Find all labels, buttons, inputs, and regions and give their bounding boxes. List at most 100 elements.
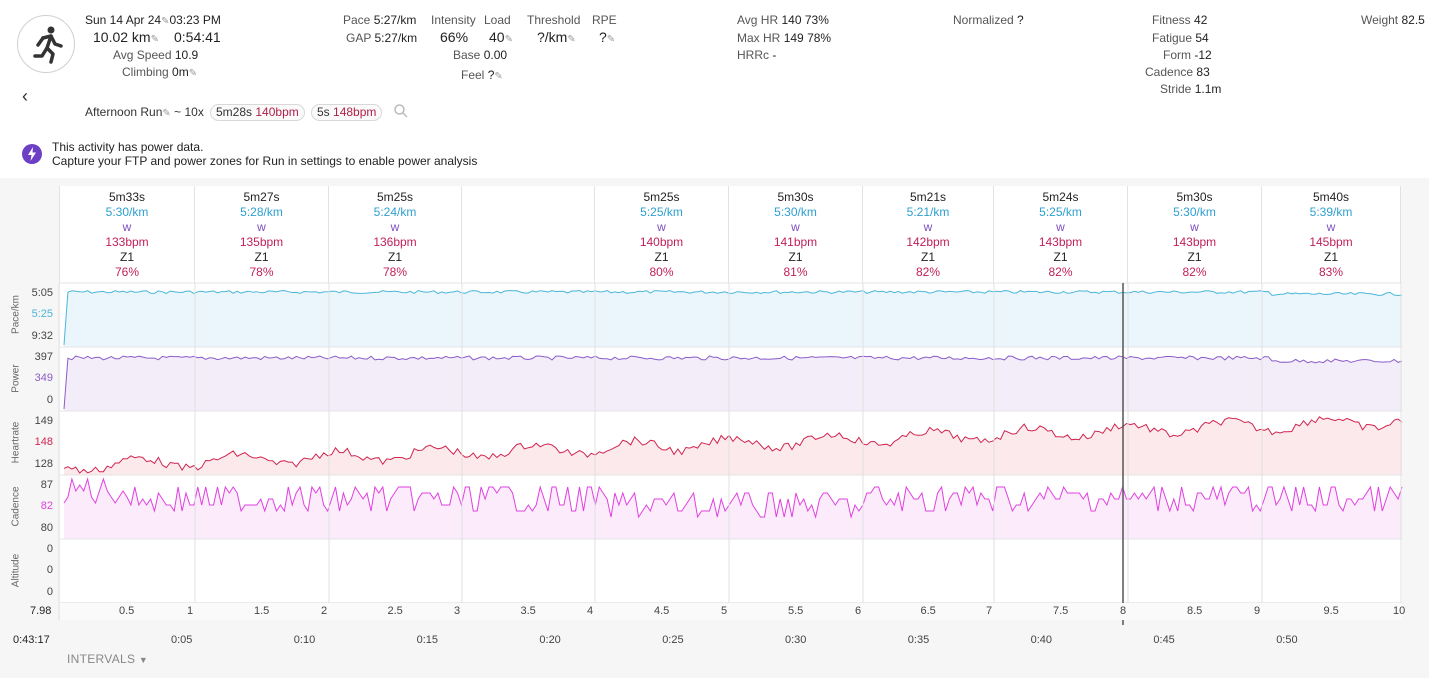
cadence-axis-title: Cadence: [10, 486, 22, 527]
interval-column[interactable]: 5m25s 5:24/km w 136bpm Z1 78%: [329, 186, 462, 283]
interval-column[interactable]: 5m24s 5:25/km w 143bpm Z1 82%: [994, 186, 1128, 283]
distance-tick: 5: [721, 605, 728, 617]
interval-column[interactable]: 5m30s 5:30/km w 141bpm Z1 81%: [729, 186, 863, 283]
feel-value[interactable]: ?: [487, 68, 495, 82]
power-axis-title: Power: [10, 364, 22, 393]
weight-value: 82.5: [1401, 13, 1425, 27]
interval-column[interactable]: 5m21s 5:21/km w 142bpm Z1 82%: [863, 186, 994, 283]
interval-power: w: [791, 220, 800, 234]
heartrate-line: [63, 416, 1403, 474]
distance-tick: 4: [587, 605, 594, 617]
edit-pencil-icon[interactable]: ✎: [494, 71, 503, 82]
tag-time: 5m28s: [216, 105, 253, 119]
power-line: [63, 355, 1403, 410]
edit-pencil-icon[interactable]: ✎: [606, 34, 616, 45]
interval-power: w: [657, 220, 666, 234]
max-hr-percent: 78%: [807, 31, 832, 45]
time-tick: 0:05: [171, 634, 193, 646]
tag-heartrate: 148bpm: [333, 105, 377, 119]
search-icon[interactable]: [393, 103, 409, 122]
distance-tick: 10: [1393, 605, 1406, 617]
intervals-toggle-label: INTERVALS: [67, 652, 136, 666]
time-tick: 0:10: [293, 634, 316, 646]
activity-name[interactable]: Afternoon Run: [85, 105, 163, 119]
normalized-label: Normalized: [953, 13, 1014, 27]
interval-column[interactable]: 5m30s 5:30/km w 143bpm Z1 82%: [1128, 186, 1262, 283]
interval-zone: Z1: [119, 250, 134, 264]
avg-speed-value: 10.9: [174, 48, 199, 62]
time-tick: 0:40: [1030, 634, 1053, 646]
edit-pencil-icon[interactable]: ✎: [162, 108, 171, 119]
max-hr-label: Max HR: [737, 31, 781, 45]
interval-power: w: [923, 220, 933, 234]
load-label: Load: [484, 13, 511, 27]
edit-pencil-icon[interactable]: ✎: [150, 34, 159, 45]
edit-pencil-icon[interactable]: ✎: [188, 68, 198, 79]
tag-heartrate: 140bpm: [255, 105, 299, 119]
interval-zone: Z1: [387, 250, 402, 264]
distance-tick: 6: [855, 605, 862, 617]
avg-hr-percent: 73%: [804, 13, 829, 27]
pace-line: [63, 289, 1403, 346]
activity-tilde: ~: [174, 105, 182, 119]
interval-time: 5m24s: [1042, 190, 1079, 204]
interval-time: 5m30s: [777, 190, 814, 204]
peak-summary-tag[interactable]: 5s 148bpm: [311, 104, 383, 121]
rpe-label: RPE: [592, 13, 617, 27]
interval-heartrate: 140bpm: [639, 235, 684, 249]
interval-heartrate: 143bpm: [1172, 235, 1217, 249]
interval-column[interactable]: 5m40s 5:39/km w 145bpm Z1 83%: [1262, 186, 1401, 283]
rpe-value[interactable]: ?: [599, 29, 607, 45]
interval-column[interactable]: [462, 186, 595, 283]
avg-hr-value: 140: [781, 13, 802, 27]
cadence-value: 83: [1196, 65, 1210, 79]
threshold-value[interactable]: ?/km: [537, 29, 568, 45]
distance-tick: 5.5: [788, 605, 804, 617]
activity-date: Sun 14 Apr 24: [85, 13, 162, 27]
interval-column[interactable]: 5m33s 5:30/km w 133bpm Z1 76%: [59, 186, 195, 283]
interval-pace: 5:30/km: [774, 205, 817, 219]
interval-reps: 10x: [184, 105, 204, 119]
power-tick-bottom: 0: [46, 394, 53, 406]
interval-column[interactable]: 5m27s 5:28/km w 135bpm Z1 78%: [195, 186, 329, 283]
intervals-toggle[interactable]: INTERVALS ▼: [67, 652, 148, 666]
interval-zone: Z1: [654, 250, 669, 264]
notice-line-2: Capture your FTP and power zones for Run…: [52, 154, 478, 168]
edit-pencil-icon[interactable]: ✎: [504, 34, 513, 45]
cadence-label: Cadence: [1145, 65, 1194, 79]
interval-hr-percent: 78%: [249, 265, 274, 279]
distance-value: 10.02 km: [93, 29, 151, 45]
edit-pencil-icon[interactable]: ✎: [567, 34, 576, 45]
power-tick-top: 397: [34, 351, 53, 363]
power-data-notice: This activity has power data. Capture yo…: [52, 140, 477, 168]
pace-label: Pace: [343, 13, 371, 27]
interval-column[interactable]: 5m25s 5:25/km w 140bpm Z1 80%: [595, 186, 729, 283]
threshold-label: Threshold: [527, 13, 581, 27]
climbing-value: 0m: [172, 65, 189, 79]
duration-value: 0:54:41: [174, 29, 221, 45]
pace-tick-mid: 5:25: [31, 308, 53, 320]
interval-pace: 5:30/km: [105, 205, 149, 219]
interval-summary-tag[interactable]: 5m28s 140bpm: [210, 104, 305, 121]
heartrate-tick-mid: 148: [34, 436, 53, 448]
running-person-icon: [33, 26, 63, 64]
time-tick: 0:20: [539, 634, 561, 646]
distance-tick: 1: [187, 605, 194, 617]
interval-hr-percent: 82%: [915, 265, 941, 279]
cadence-area: [64, 479, 1402, 539]
caret-down-icon: ▼: [138, 655, 149, 665]
interval-time: 5m40s: [1312, 190, 1350, 204]
edit-pencil-icon[interactable]: ✎: [161, 16, 170, 27]
pace-area: [64, 290, 1402, 347]
back-chevron-icon[interactable]: ‹: [22, 86, 28, 106]
load-value: 40: [489, 29, 505, 45]
interval-pace: 5:28/km: [240, 205, 283, 219]
interval-hr-percent: 81%: [783, 265, 808, 279]
form-value: -12: [1194, 48, 1212, 62]
avg-hr-label: Avg HR: [737, 13, 779, 27]
intensity-label: Intensity: [431, 13, 476, 27]
weight-label: Weight: [1361, 13, 1399, 27]
normalized-value: ?: [1017, 13, 1024, 27]
heartrate-axis-title: Heartrate: [10, 421, 22, 464]
